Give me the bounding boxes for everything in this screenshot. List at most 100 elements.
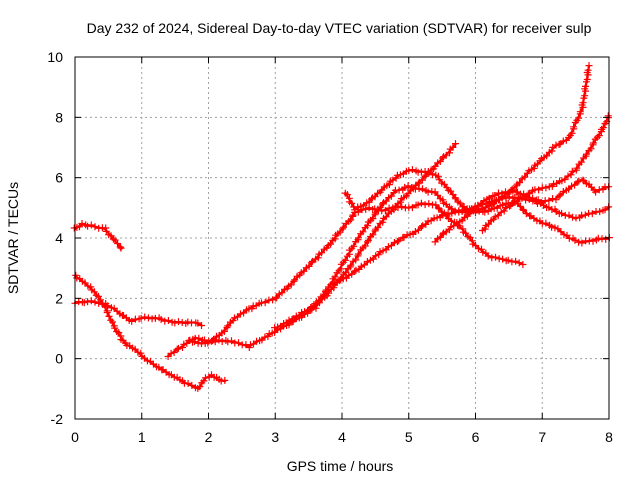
data-point-marker — [224, 322, 232, 330]
data-point-marker — [604, 112, 612, 120]
data-point-marker — [164, 317, 172, 324]
data-point-marker — [105, 312, 113, 320]
data-point-marker — [220, 327, 228, 335]
x-tick-label: 3 — [271, 429, 279, 445]
data-point-marker — [502, 204, 509, 211]
series-track-7 — [341, 166, 613, 247]
data-point-marker — [552, 196, 560, 204]
data-point-marker — [379, 247, 387, 255]
data-point-marker — [567, 171, 575, 179]
data-point-marker — [362, 205, 370, 213]
data-point-marker — [452, 140, 459, 148]
data-point-marker — [555, 192, 563, 200]
data-point-marker — [382, 197, 390, 205]
data-point-marker — [519, 261, 527, 268]
grid — [75, 57, 609, 419]
data-point-marker — [348, 270, 356, 278]
data-point-marker — [471, 205, 479, 213]
data-point-marker — [339, 225, 347, 233]
data-point-marker — [224, 338, 232, 346]
data-point-marker — [375, 251, 383, 259]
data-point-marker — [571, 181, 579, 189]
data-point-marker — [234, 313, 241, 321]
data-point-marker — [500, 207, 508, 215]
data-point-marker — [479, 248, 487, 256]
data-point-marker — [530, 165, 538, 172]
x-tick-label: 2 — [205, 429, 213, 445]
data-point-marker — [421, 201, 429, 209]
series-line — [73, 274, 227, 390]
data-point-marker — [575, 238, 583, 246]
data-point-marker — [188, 381, 196, 389]
data-point-marker — [573, 164, 581, 172]
data-point-marker — [237, 310, 244, 318]
data-point-marker — [446, 226, 453, 234]
data-point-marker — [480, 197, 488, 205]
data-point-marker — [319, 291, 327, 299]
data-point-marker — [173, 345, 181, 353]
data-point-marker — [107, 316, 115, 324]
data-point-marker — [592, 188, 600, 196]
data-point-marker — [87, 221, 95, 229]
data-point-marker — [91, 298, 99, 306]
y-tick-label: -2 — [51, 411, 64, 427]
data-point-marker — [221, 376, 229, 384]
data-point-marker — [84, 222, 92, 230]
data-point-marker — [551, 224, 559, 232]
series-line — [187, 202, 524, 345]
data-point-marker — [291, 276, 299, 284]
data-point-marker — [87, 283, 95, 291]
data-point-marker — [499, 255, 507, 263]
data-point-marker — [579, 99, 587, 107]
data-point-marker — [434, 172, 442, 180]
data-point-marker — [535, 186, 543, 194]
data-point-marker — [425, 200, 433, 208]
data-point-marker — [404, 182, 412, 190]
data-point-marker — [408, 184, 416, 191]
data-point-marker — [301, 308, 309, 316]
data-point-marker — [502, 194, 510, 202]
data-point-marker — [404, 190, 412, 198]
data-point-marker — [584, 66, 592, 74]
data-point-marker — [305, 262, 313, 270]
data-point-marker — [196, 383, 204, 391]
data-point-marker — [472, 242, 479, 249]
data-point-marker — [510, 198, 518, 206]
data-point-marker — [481, 225, 489, 233]
data-point-marker — [318, 249, 326, 257]
data-point-marker — [396, 171, 404, 179]
data-point-marker — [385, 181, 393, 189]
data-point-marker — [352, 256, 360, 264]
data-point-marker — [419, 176, 426, 184]
data-point-marker — [184, 379, 192, 387]
data-point-marker — [585, 62, 593, 70]
data-point-marker — [304, 307, 312, 315]
data-point-marker — [421, 168, 429, 175]
x-tick-label: 0 — [71, 429, 79, 445]
data-point-marker — [419, 185, 426, 193]
data-point-marker — [180, 340, 188, 348]
data-point-marker — [307, 304, 315, 311]
data-point-marker — [231, 314, 238, 322]
data-point-marker — [408, 166, 416, 174]
data-point-marker — [351, 267, 359, 275]
data-point-marker — [331, 273, 339, 281]
data-point-marker — [521, 173, 529, 181]
data-point-marker — [542, 184, 550, 192]
data-point-marker — [463, 212, 471, 220]
y-tick-label: 8 — [55, 109, 63, 125]
data-point-marker — [538, 199, 545, 207]
series-track-5 — [185, 199, 527, 348]
x-tick-label: 7 — [538, 429, 546, 445]
data-point-marker — [477, 200, 485, 208]
data-point-marker — [272, 294, 280, 302]
y-axis-label: SDTVAR / TECUs — [5, 182, 21, 294]
data-point-marker — [545, 197, 553, 205]
chart-title: Day 232 of 2024, Sidereal Day-to-day VTE… — [87, 20, 592, 36]
data-point-marker — [355, 250, 362, 258]
data-point-marker — [109, 318, 116, 326]
data-point-marker — [589, 139, 597, 147]
data-point-marker — [414, 226, 422, 234]
data-point-marker — [448, 209, 456, 217]
data-point-marker — [341, 256, 349, 264]
